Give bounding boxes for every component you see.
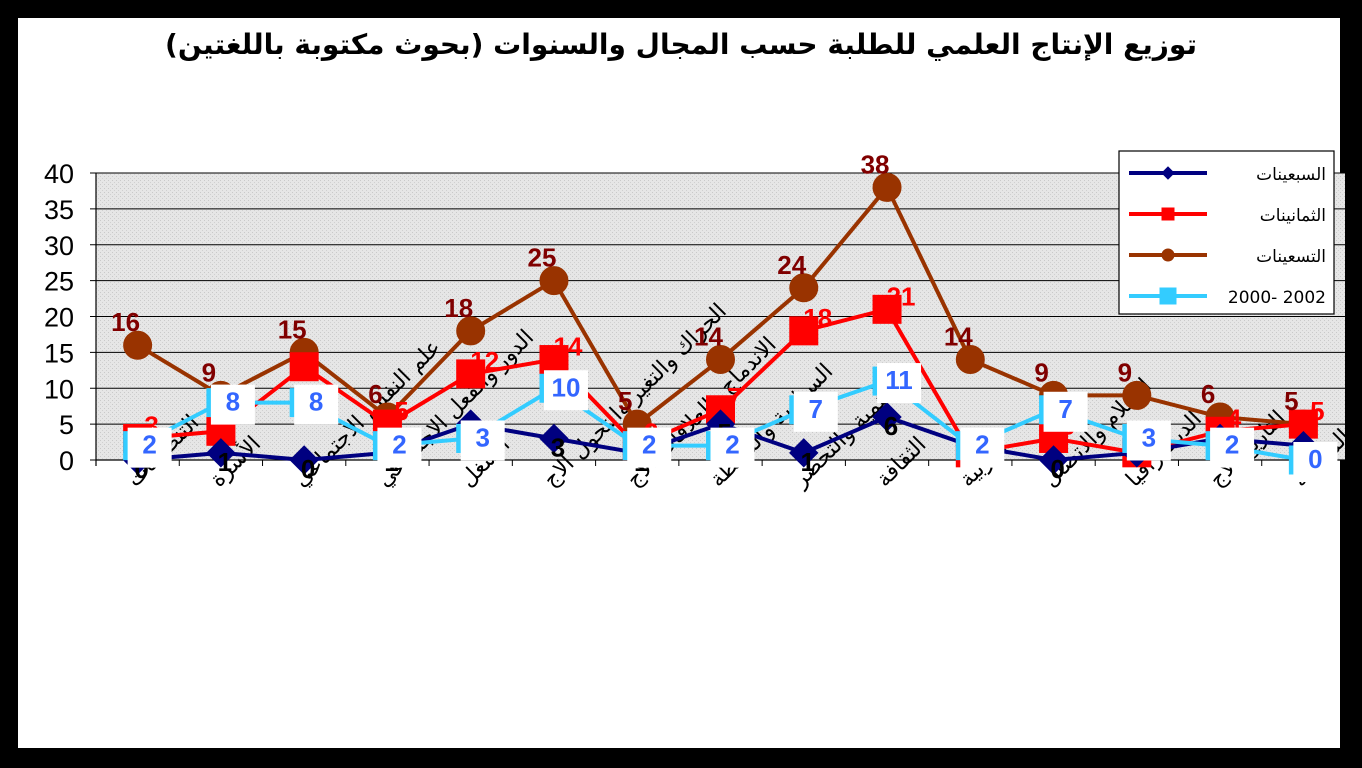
data-point-2	[539, 266, 569, 296]
data-point-1	[456, 359, 486, 389]
data-point-2	[872, 172, 902, 202]
data-label: 2	[142, 430, 156, 460]
data-label: 5	[618, 386, 632, 416]
data-point-1	[872, 294, 902, 324]
data-point-1	[789, 316, 819, 346]
data-label: 0	[301, 454, 315, 484]
data-label-box	[710, 427, 755, 468]
data-point-0	[1038, 445, 1069, 475]
data-label: 8	[226, 387, 240, 417]
data-label-box	[210, 384, 255, 425]
data-label: 18	[803, 303, 832, 333]
data-label: 38	[861, 149, 890, 179]
y-tick-label: 40	[44, 159, 74, 189]
data-label: 6	[884, 411, 898, 441]
data-label: 24	[777, 250, 806, 280]
chart-title: توزيع الإنتاج العلمي للطلبة حسب المجال و…	[165, 28, 1197, 61]
data-label-box	[1210, 427, 1255, 468]
data-point-0	[289, 445, 319, 475]
data-label: 5	[394, 396, 408, 426]
data-label: 1	[218, 447, 232, 477]
data-label: 11	[885, 365, 913, 395]
data-point-2	[456, 316, 486, 346]
data-label-box	[793, 391, 838, 432]
data-point-2	[789, 273, 819, 303]
data-label: 1	[801, 447, 815, 477]
data-label: 0	[1308, 444, 1322, 474]
data-label: 3	[475, 422, 489, 452]
legend-entry-label: التسعينات	[1256, 247, 1326, 267]
data-label-box	[377, 427, 422, 468]
data-label: 5	[1310, 396, 1324, 426]
legend-swatch-marker	[1161, 166, 1175, 180]
data-point-2	[706, 345, 735, 375]
data-point-0	[789, 438, 819, 468]
data-label: 4	[1227, 403, 1242, 433]
data-point-2	[955, 345, 985, 375]
y-tick-label: 5	[59, 410, 74, 440]
legend-swatch-marker	[1161, 248, 1175, 262]
legend-entry-label: 2000- 2002	[1228, 288, 1326, 308]
data-label-box	[877, 363, 922, 404]
data-label: 18	[444, 293, 473, 323]
data-label-box	[543, 370, 588, 411]
data-label: 2	[642, 430, 656, 460]
y-tick-label: 30	[44, 231, 74, 261]
data-label: 16	[111, 307, 140, 337]
data-label: 8	[309, 387, 323, 417]
y-tick-label: 10	[44, 374, 74, 404]
data-label: 10	[552, 372, 581, 402]
data-label: 9	[1034, 357, 1048, 387]
data-point-1	[289, 352, 319, 382]
data-label: 9	[1118, 357, 1132, 387]
data-label: 3	[1142, 422, 1156, 452]
data-label: 14	[944, 322, 973, 352]
data-label: 15	[278, 314, 307, 344]
data-label: 5	[1284, 386, 1298, 416]
data-label-box	[627, 427, 672, 468]
data-label-box	[960, 427, 1005, 468]
data-label-box	[460, 420, 505, 461]
data-label: 25	[528, 243, 557, 273]
data-label: 7	[727, 382, 741, 412]
data-label: 2	[975, 430, 989, 460]
data-label: 3	[551, 432, 565, 462]
data-label-box	[1126, 420, 1171, 461]
data-label: 7	[809, 394, 823, 424]
data-point-2	[1122, 380, 1152, 410]
data-label: 2	[725, 430, 739, 460]
data-point-0	[872, 402, 902, 432]
y-tick-label: 25	[44, 267, 74, 297]
y-tick-label: 0	[59, 446, 74, 476]
legend-entry-label: السبعينات	[1256, 165, 1326, 185]
data-label: 2	[392, 430, 406, 460]
data-label: 14	[554, 332, 583, 362]
data-label-box	[127, 427, 172, 468]
data-point-0	[206, 438, 236, 468]
legend-swatch-marker	[1159, 287, 1177, 305]
data-label-box	[1043, 391, 1088, 432]
y-tick-label: 35	[44, 195, 74, 225]
legend	[1118, 150, 1335, 315]
data-label-box	[1293, 442, 1338, 482]
data-label: 14	[694, 322, 723, 352]
data-label: 0	[1050, 454, 1064, 484]
data-label: 6	[368, 379, 382, 409]
data-label: 9	[202, 357, 216, 387]
data-point-2	[123, 330, 153, 360]
y-tick-label: 20	[44, 303, 74, 333]
data-label: 2	[1225, 430, 1239, 460]
legend-entry-label: الثمانينات	[1260, 206, 1326, 226]
data-label: 12	[470, 346, 499, 376]
data-point-0	[539, 423, 569, 454]
data-label: 21	[887, 281, 916, 311]
data-label: 7	[1058, 394, 1072, 424]
legend-swatch-marker	[1161, 207, 1175, 221]
y-tick-label: 15	[44, 338, 74, 368]
data-label-box	[294, 384, 339, 425]
data-label: 6	[1201, 379, 1215, 409]
